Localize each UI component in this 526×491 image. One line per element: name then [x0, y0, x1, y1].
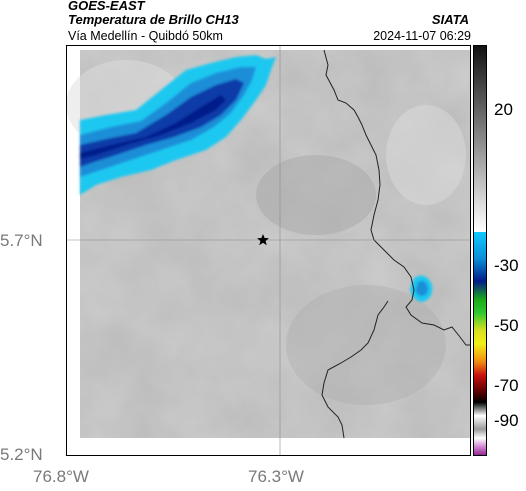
coastline-border [321, 49, 471, 439]
colorbar-tick-minus70: -70 [494, 376, 519, 395]
datetime-label: 2024-11-07 06:29 [373, 29, 471, 43]
cloud-field [66, 50, 470, 438]
cold-cloud-cluster [80, 55, 433, 302]
lat-label-5-2: 5.2°N [0, 445, 43, 464]
satellite-title: GOES-EAST [68, 0, 145, 13]
colorbar-tick-minus50: -50 [494, 316, 519, 335]
colorbar-tick-20: 20 [494, 100, 513, 119]
source-label: SIATA [431, 12, 469, 27]
region-subtitle: Vía Medellín - Quibdó 50km [68, 29, 223, 43]
lon-label-76-8: 76.8°W [33, 467, 89, 486]
star-icon[interactable] [257, 234, 269, 246]
temperature-colorbar [473, 45, 487, 456]
colorbar-tick-minus90: -90 [494, 411, 519, 430]
lat-label-5-7: 5.7°N [0, 231, 43, 250]
lon-label-76-3: 76.3°W [248, 467, 304, 486]
product-title: Temperatura de Brillo CH13 [68, 12, 239, 27]
graticule [66, 45, 471, 456]
satellite-map[interactable] [66, 45, 471, 456]
colorbar-tick-minus30: -30 [494, 256, 519, 275]
